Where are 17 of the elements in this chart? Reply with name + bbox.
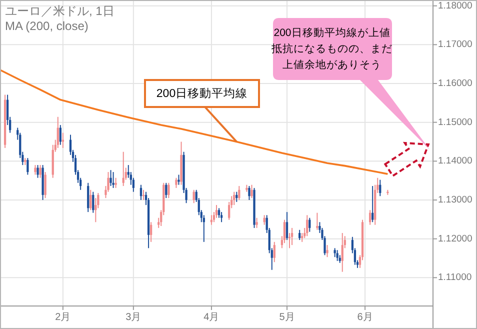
y-tick-label: 1.12000: [438, 233, 472, 244]
y-tick-label: 1.15000: [438, 116, 472, 128]
y-tick-label: 1.17000: [438, 39, 472, 50]
text: MA (200, close): [5, 19, 88, 33]
x-tick-label: 2月: [55, 312, 71, 323]
y-tick-label: 1.13000: [438, 194, 472, 206]
annotation: 200日移動平均線が上値抵抗になるものの、まだ上値余地がありそう: [270, 26, 392, 71]
y-tick-label: 1.11000: [438, 272, 472, 284]
annotation: 200日移動平均線: [156, 87, 248, 100]
x-tick-label: 5月: [279, 312, 295, 323]
chart-title: ユーロ／米ドル, 1日: [5, 4, 114, 18]
x-tick-label: 6月: [357, 312, 373, 323]
y-tick-label: 1.14000: [438, 156, 472, 167]
y-tick-label: 1.18000: [438, 0, 472, 12]
x-tick-label: 3月: [126, 312, 142, 323]
y-tick-label: 1.16000: [438, 78, 472, 90]
x-tick-label: 4月: [204, 312, 220, 323]
